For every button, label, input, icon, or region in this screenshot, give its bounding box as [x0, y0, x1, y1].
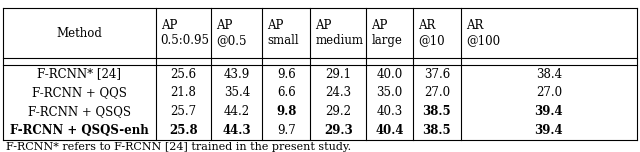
Text: AP
large: AP large [371, 19, 402, 47]
Text: 39.4: 39.4 [534, 105, 563, 118]
Text: 44.2: 44.2 [224, 105, 250, 118]
Text: 29.1: 29.1 [325, 67, 351, 81]
Text: 40.0: 40.0 [376, 67, 403, 81]
Text: F-RCNN* [24]: F-RCNN* [24] [37, 67, 122, 81]
Text: 25.7: 25.7 [170, 105, 196, 118]
Text: AR
@100: AR @100 [466, 19, 500, 47]
Text: F-RCNN + QSQS: F-RCNN + QSQS [28, 105, 131, 118]
Text: 29.2: 29.2 [325, 105, 351, 118]
Text: AP
small: AP small [268, 19, 299, 47]
Text: 39.4: 39.4 [534, 124, 563, 137]
Text: 38.5: 38.5 [422, 124, 451, 137]
Text: 35.4: 35.4 [223, 86, 250, 99]
Text: 27.0: 27.0 [536, 86, 562, 99]
Text: 44.3: 44.3 [223, 124, 251, 137]
Text: F-RCNN + QQS: F-RCNN + QQS [32, 86, 127, 99]
Text: 38.5: 38.5 [422, 105, 451, 118]
Text: AP
medium: AP medium [316, 19, 364, 47]
Text: 6.6: 6.6 [277, 86, 296, 99]
Text: 43.9: 43.9 [223, 67, 250, 81]
Text: F-RCNN* refers to F-RCNN [24] trained in the present study.: F-RCNN* refers to F-RCNN [24] trained in… [6, 142, 351, 152]
Text: 27.0: 27.0 [424, 86, 450, 99]
Text: 9.7: 9.7 [277, 124, 296, 137]
Text: 25.8: 25.8 [169, 124, 198, 137]
Text: 24.3: 24.3 [325, 86, 351, 99]
Text: 35.0: 35.0 [376, 86, 403, 99]
Text: 25.6: 25.6 [170, 67, 196, 81]
Text: 38.4: 38.4 [536, 67, 562, 81]
Text: AP
0.5:0.95: AP 0.5:0.95 [161, 19, 210, 47]
Text: AR
@10: AR @10 [418, 19, 445, 47]
Text: 21.8: 21.8 [170, 86, 196, 99]
Text: F-RCNN + QSQS-enh: F-RCNN + QSQS-enh [10, 124, 148, 137]
Text: 9.6: 9.6 [277, 67, 296, 81]
Text: 9.8: 9.8 [276, 105, 296, 118]
Text: 37.6: 37.6 [424, 67, 450, 81]
Text: Method: Method [56, 27, 102, 40]
Text: 29.3: 29.3 [324, 124, 353, 137]
Text: 40.3: 40.3 [376, 105, 403, 118]
Text: 40.4: 40.4 [375, 124, 404, 137]
Text: AP
@0.5: AP @0.5 [216, 19, 247, 47]
